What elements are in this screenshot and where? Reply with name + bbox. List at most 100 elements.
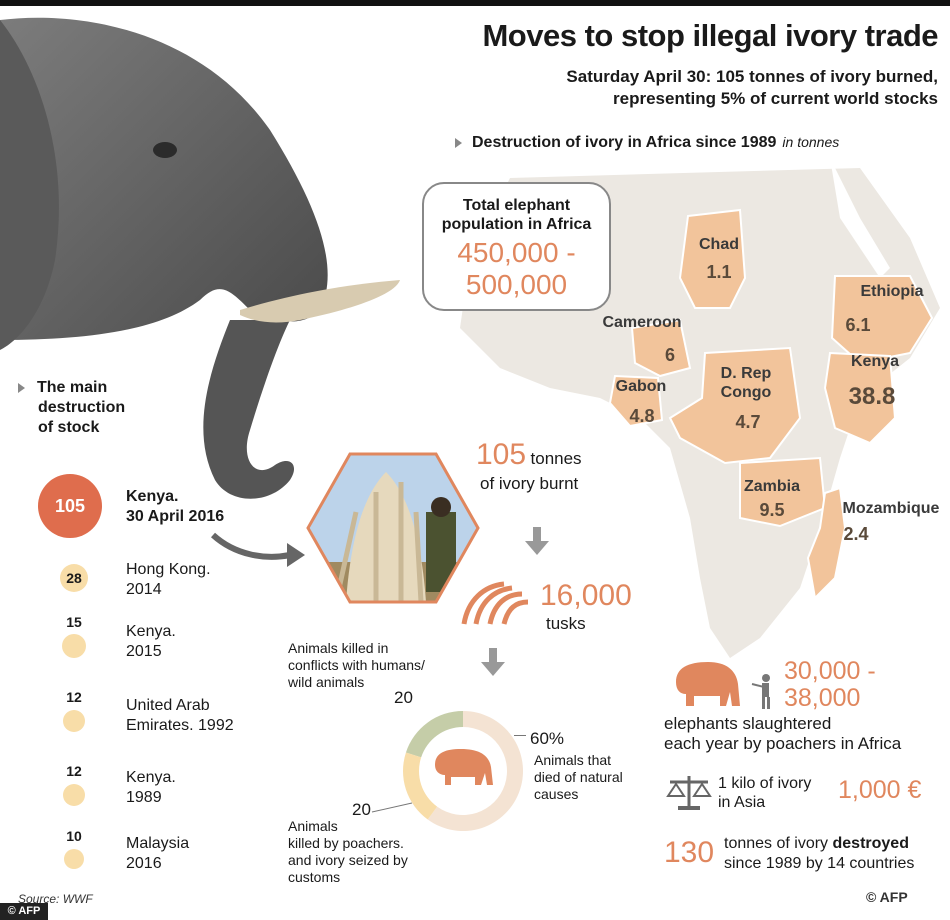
slaughtered-range: 30,000 - 38,000 (784, 658, 876, 712)
page-title: Moves to stop illegal ivory trade (482, 18, 938, 53)
top-bar (0, 0, 950, 6)
population-title-line-2: population in Africa (441, 216, 592, 233)
map-value-gabon: 4.8 (629, 406, 655, 426)
stock-circle-4 (63, 710, 85, 732)
stock-label-4-line-2: Emirates. 1992 (126, 717, 234, 734)
price-text-line-2: in Asia (718, 794, 766, 811)
kenya-shape (823, 351, 897, 445)
map-section-unit: in tonnes (782, 134, 840, 150)
arrow-down-icon (525, 527, 549, 555)
elephant-icon (676, 662, 740, 706)
map-value-ethiopia: 6.1 (845, 315, 871, 335)
main-destruction-line-1: The main (18, 378, 125, 398)
stock-label-2-line-1: Hong Kong. (126, 561, 211, 578)
scale-icon (666, 776, 712, 810)
stock-circle-5 (63, 784, 85, 806)
burnt-number: 105 (476, 438, 527, 471)
stock-label-6: Malaysia 2016 (126, 834, 189, 874)
population-value: 450,000 - 500,000 (424, 237, 609, 301)
tusks-icon (461, 581, 529, 625)
destroyed-text: tonnes of ivory destroyed since 1989 by … (724, 834, 914, 874)
map-label-chad: Chad (699, 236, 739, 253)
stock-label-1-line-1: Kenya. (126, 488, 179, 505)
natural-leader-line (514, 735, 526, 736)
main-destruction-heading: The main destruction of stock (18, 378, 125, 438)
slaughtered-range-line-2: 38,000 (784, 684, 861, 712)
population-title: Total elephant population in Africa (424, 196, 609, 234)
chad-shape (678, 208, 747, 309)
poachers-label-line-1: Animals (288, 818, 338, 834)
stock-circle-2 (60, 564, 88, 592)
map-value-cameroon: 6 (664, 345, 675, 365)
subtitle-line-1: Saturday April 30: 105 tonnes of ivory b… (566, 67, 938, 86)
conflict-value: 20 (394, 688, 413, 707)
subtitle: Saturday April 30: 105 tonnes of ivory b… (418, 66, 938, 110)
map-value-chad: 1.1 (706, 262, 732, 282)
stock-value-2: 28 (66, 570, 82, 586)
map-label-mozambique: Mozambique (842, 500, 940, 517)
stock-label-3-line-1: Kenya. (126, 623, 176, 640)
triangle-bullet-icon (18, 382, 25, 393)
map-label-drc: D. Rep Congo (720, 365, 772, 401)
mozambique-shape (806, 486, 847, 601)
elephant-photo (0, 17, 400, 499)
main-destruction-text-1: The main (37, 379, 108, 396)
donut-slice-poachers (403, 752, 438, 820)
stock-label-5: Kenya. 1989 (126, 768, 176, 808)
destroyed-text-line-2: since 1989 by 14 countries (724, 855, 915, 872)
natural-label-line-3: causes (534, 786, 579, 802)
stock-label-1: Kenya. 30 April 2016 (126, 487, 224, 527)
stock-label-3-line-2: 2015 (126, 643, 162, 660)
destroyed-text-1a: tonnes of ivory (724, 835, 833, 852)
natural-label-line-2: died of natural (534, 769, 623, 785)
slaughtered-text: elephants slaughtered each year by poach… (664, 714, 901, 754)
population-value-line-1: 450,000 - (457, 237, 576, 268)
poachers-label-line-4: customs (288, 869, 341, 885)
elephant-hunter-icon (676, 662, 770, 709)
map-section-heading: Destruction of ivory in Africa since 198… (455, 134, 839, 152)
source-text: Source: WWF (18, 892, 93, 906)
poachers-leader-line (371, 802, 413, 813)
price-value: 1,000 € (838, 776, 922, 804)
zambia-shape (739, 456, 827, 528)
stock-label-6-line-1: Malaysia (126, 835, 190, 852)
hunter-icon (751, 674, 770, 709)
slaughtered-range-line-1: 30,000 - (784, 657, 876, 685)
population-value-line-2: 500,000 (465, 269, 568, 300)
poachers-value: 20 (352, 800, 371, 819)
destroyed-text-line-1: tonnes of ivory destroyed (724, 834, 914, 854)
afp-badge: © AFP (0, 903, 48, 920)
map-section-label: Destruction of ivory in Africa since 198… (472, 134, 777, 151)
burnt-heading: 105 tonnes (476, 440, 582, 475)
slaughtered-text-line-1: elephants slaughtered (664, 714, 832, 733)
price-text-line-1: 1 kilo of ivory (718, 775, 812, 792)
stock-circle-1 (38, 474, 102, 538)
stock-value-3: 15 (66, 614, 82, 630)
stock-label-4-line-1: United Arab (126, 697, 210, 714)
conflict-label-line-3: wild animals (288, 674, 365, 690)
stock-value-6: 10 (66, 828, 82, 844)
map-label-kenya: Kenya (850, 353, 900, 370)
stock-label-4: United Arab Emirates. 1992 (126, 696, 234, 736)
stock-label-5-line-2: 1989 (126, 789, 162, 806)
slaughtered-text-line-2: each year by poachers in Africa (664, 734, 902, 753)
map-value-zambia: 9.5 (759, 500, 785, 520)
stock-value-5: 12 (66, 763, 82, 779)
stock-circle-6 (64, 849, 84, 869)
stock-label-5-line-1: Kenya. (126, 769, 176, 786)
ivory-pile-photo (306, 452, 480, 604)
stock-value-1: 105 (54, 496, 86, 516)
red-sea (830, 158, 890, 278)
credit-text: © AFP (866, 889, 908, 905)
price-text: 1 kilo of ivory in Asia (718, 774, 811, 812)
natural-label: Animals that died of natural causes (534, 752, 623, 803)
stock-value-4: 12 (66, 689, 82, 705)
poachers-label: Animals killed by poachers. and ivory se… (288, 818, 408, 886)
ethiopia-shape (830, 275, 934, 365)
natural-value: 60% (530, 729, 565, 748)
population-title-line-1: Total elephant (462, 197, 571, 214)
map-label-zambia: Zambia (743, 478, 800, 495)
main-destruction-line-3: of stock (38, 419, 100, 436)
stock-label-1-line-2: 30 April 2016 (126, 508, 225, 525)
subtitle-line-2: representing 5% of current world stocks (613, 89, 938, 108)
